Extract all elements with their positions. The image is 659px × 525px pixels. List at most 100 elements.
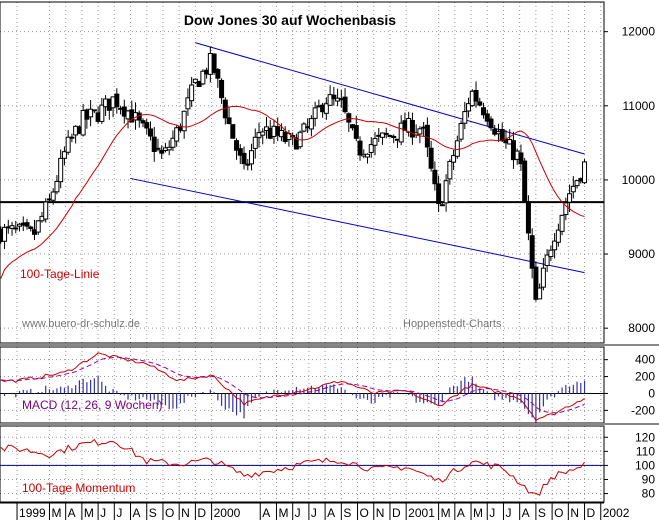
price-candle-body [249, 150, 255, 165]
x-tick-label: N [376, 506, 385, 520]
momentum-y-tick-label: 110 [636, 444, 655, 458]
price-candle-body [357, 140, 363, 156]
price-candle-body [510, 140, 516, 161]
x-tick-label: J [311, 506, 317, 520]
price-candle-body [245, 163, 251, 166]
moving-average-line [0, 105, 585, 279]
price-candle-body [481, 107, 487, 116]
price-candle-body [432, 169, 438, 185]
momentum-y-tick-label: 90 [642, 472, 656, 486]
price-candle-body [13, 227, 19, 230]
price-candle-body [237, 148, 243, 156]
price-candle-body [9, 225, 15, 229]
price-candle-body [140, 120, 146, 124]
price-candle-body [525, 201, 531, 234]
price-candle-body [54, 180, 60, 193]
macd-signal-line [0, 356, 585, 414]
price-candle-body [327, 94, 333, 106]
x-tick-label: D [197, 506, 206, 520]
x-tick-label: A [327, 506, 335, 520]
price-candle-body [260, 131, 266, 136]
ma-label: 100-Tage-Linie [20, 267, 100, 281]
x-tick-label: A [133, 506, 141, 520]
source-right-label: Hoppenstedt-Charts [403, 318, 502, 330]
price-candle-body [308, 118, 314, 130]
price-candle-body [88, 108, 94, 118]
price-candle-body [544, 254, 550, 267]
price-candle-body [185, 97, 191, 110]
price-candle-body [2, 226, 8, 242]
price-candle-body [114, 93, 120, 108]
price-candle-body [447, 160, 453, 180]
x-tick-label: A [457, 506, 465, 520]
x-tick-label: J [489, 506, 495, 520]
price-candle-body [230, 124, 236, 139]
price-candle-body [436, 183, 442, 204]
price-candle-body [529, 235, 535, 269]
macd-y-tick-label: 0 [648, 386, 655, 400]
macd-y-tick-label: 200 [635, 370, 655, 384]
price-candle-body [443, 180, 449, 204]
price-candle-body [215, 69, 221, 79]
price-candle-body [61, 151, 67, 159]
x-tick-label: O [554, 506, 563, 520]
price-candle-body [533, 266, 539, 300]
momentum-label: 100-Tage Momentum [22, 481, 135, 495]
price-candle-body [574, 180, 580, 187]
price-candle-body [159, 149, 165, 154]
momentum-line [0, 438, 585, 496]
macd-label: MACD (12, 26, 9 Wochen) [22, 398, 163, 412]
price-candle-body [342, 96, 348, 113]
price-candle-body [454, 140, 460, 157]
price-candle-body [58, 157, 64, 183]
price-candle-body [353, 125, 359, 139]
momentum-y-tick-label: 80 [642, 487, 656, 501]
price-candle-body [451, 155, 457, 163]
price-candle-body [219, 79, 225, 99]
price-candle-body [473, 90, 479, 102]
price-candle-body [170, 137, 176, 148]
price-candle-body [144, 122, 150, 129]
x-tick-label: M [473, 506, 483, 520]
x-tick-label: M [278, 506, 288, 520]
x-tick-label: M [441, 506, 451, 520]
price-candle-body [69, 136, 75, 139]
price-candle-body [65, 136, 71, 153]
x-tick-label: O [165, 506, 174, 520]
price-candle-body [241, 152, 247, 165]
price-candle-body [50, 191, 56, 201]
x-tick-label: 1999 [19, 506, 46, 520]
price-candle-body [484, 113, 490, 122]
x-tick-label: J [100, 506, 106, 520]
price-candle-body [372, 137, 378, 146]
price-candle-body [192, 78, 198, 84]
price-candle-body [189, 84, 195, 102]
price-candle-body [80, 109, 86, 136]
price-candle-body [409, 119, 415, 138]
price-candle-body [379, 132, 385, 138]
price-candle-body [174, 127, 180, 142]
momentum-y-tick-label: 120 [635, 430, 655, 444]
price-candle-body [555, 229, 561, 243]
x-tick-label: O [360, 506, 369, 520]
x-tick-label: J [505, 506, 511, 520]
price-y-tick-label: 11000 [623, 99, 656, 113]
x-tick-label: 2000 [214, 506, 241, 520]
price-candle-body [91, 109, 97, 112]
price-candle-body [466, 103, 472, 112]
source-left-label: www.buero-dr-schulz.de [21, 318, 140, 330]
price-candle-body [166, 146, 172, 151]
trend-channel-lower [130, 177, 585, 274]
price-candle-body [43, 201, 49, 220]
x-tick-label: M [51, 506, 61, 520]
price-candle-body [552, 240, 558, 251]
price-candle-body [522, 160, 528, 203]
x-tick-label: S [149, 506, 157, 520]
x-tick-label: N [181, 506, 190, 520]
price-y-tick-label: 12000 [622, 25, 656, 39]
x-tick-label: S [343, 506, 351, 520]
price-candle-body [211, 53, 217, 73]
